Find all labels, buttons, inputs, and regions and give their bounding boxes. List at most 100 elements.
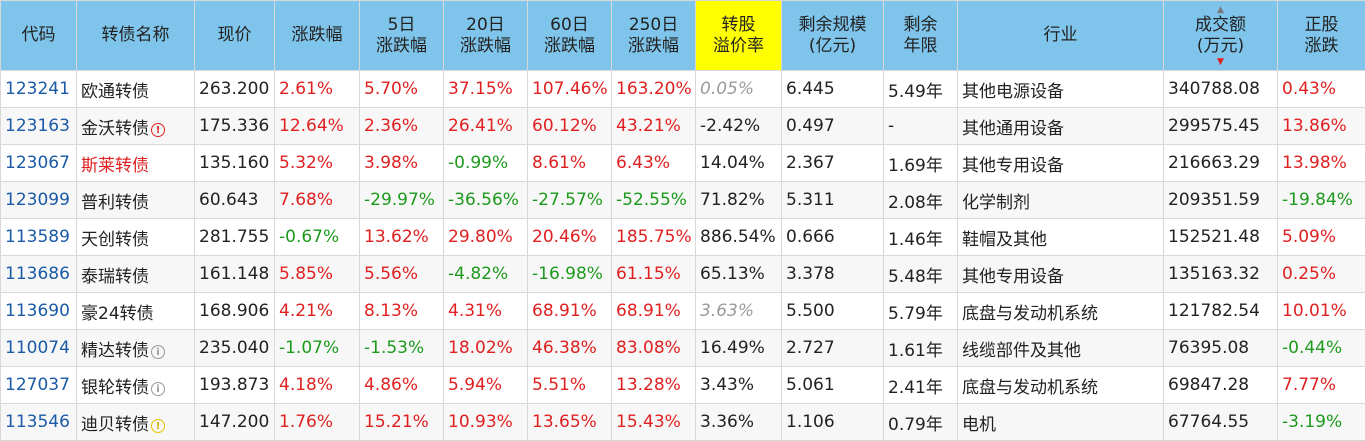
industry-cell-text: 其他通用设备 <box>962 119 1064 139</box>
col-header-code[interactable]: 代码 <box>1 1 77 71</box>
change-20d-cell-text: 18.02% <box>448 338 513 358</box>
industry-cell: 底盘与发动机系统 <box>958 293 1164 330</box>
premium-cell: 16.49% <box>696 330 782 367</box>
col-header-years-line1: 剩余 <box>904 15 938 35</box>
code-cell[interactable]: 113690 <box>1 293 77 330</box>
col-header-price[interactable]: 现价 <box>195 1 275 71</box>
stock-change-cell-text: -3.19% <box>1282 412 1342 432</box>
code-cell[interactable]: 123067 <box>1 145 77 182</box>
change-5d-cell: 5.56% <box>360 256 444 293</box>
change-20d-cell: -36.56% <box>444 182 528 219</box>
change-5d-cell: 8.13% <box>360 293 444 330</box>
col-header-premium-line2: 溢价率 <box>713 36 764 56</box>
col-header-stock-change[interactable]: 正股涨跌 <box>1278 1 1365 71</box>
col-header-turnover[interactable]: ▲ 成交额 (万元) ▼ <box>1164 1 1278 71</box>
code-cell-text: 123099 <box>5 190 70 210</box>
remaining-scale-cell: 6.445 <box>782 71 884 108</box>
code-cell[interactable]: 123163 <box>1 108 77 145</box>
col-header-250d-line2: 涨跌幅 <box>628 36 679 56</box>
col-header-change[interactable]: 涨跌幅 <box>275 1 360 71</box>
col-header-5d-change[interactable]: 5日涨跌幅 <box>360 1 444 71</box>
col-header-scale-line2: (亿元) <box>809 36 856 56</box>
premium-cell: 3.43% <box>696 367 782 404</box>
change-60d-cell-text: 8.61% <box>532 153 586 173</box>
change-cell-text: 2.61% <box>279 79 333 99</box>
bond-name-cell[interactable]: 泰瑞转债 <box>77 256 195 293</box>
bond-name-cell[interactable]: 豪24转债 <box>77 293 195 330</box>
bond-name-cell-text: 天创转债 <box>81 230 149 250</box>
code-cell[interactable]: 113686 <box>1 256 77 293</box>
remaining-years-cell-text: 5.79年 <box>888 304 943 324</box>
info-gray-icon[interactable]: i <box>151 345 165 359</box>
stock-change-cell: 13.86% <box>1278 108 1365 145</box>
change-60d-cell: 107.46% <box>528 71 612 108</box>
code-cell[interactable]: 113546 <box>1 404 77 441</box>
col-header-name[interactable]: 转债名称 <box>77 1 195 71</box>
change-cell-text: 12.64% <box>279 116 344 136</box>
code-cell[interactable]: 127037 <box>1 367 77 404</box>
code-cell[interactable]: 123241 <box>1 71 77 108</box>
code-cell[interactable]: 110074 <box>1 330 77 367</box>
change-5d-cell: 5.70% <box>360 71 444 108</box>
sort-up-icon: ▲ <box>1164 5 1277 15</box>
premium-cell: 3.63% <box>696 293 782 330</box>
stock-change-cell: 0.25% <box>1278 256 1365 293</box>
change-20d-cell-text: 4.31% <box>448 301 502 321</box>
change-250d-cell: 43.21% <box>612 108 696 145</box>
bond-name-cell[interactable]: 金沃转债! <box>77 108 195 145</box>
change-20d-cell: 26.41% <box>444 108 528 145</box>
col-header-conversion-premium[interactable]: 转股溢价率 <box>696 1 782 71</box>
change-5d-cell: 2.36% <box>360 108 444 145</box>
premium-cell-text: -2.42% <box>700 116 760 136</box>
change-60d-cell-text: 68.91% <box>532 301 597 321</box>
premium-cell: -2.42% <box>696 108 782 145</box>
remaining-years-cell: 2.08年 <box>884 182 958 219</box>
col-header-20d-change[interactable]: 20日涨跌幅 <box>444 1 528 71</box>
change-20d-cell-text: 5.94% <box>448 375 502 395</box>
remaining-scale-cell-text: 0.497 <box>786 116 835 136</box>
remaining-years-cell: 5.49年 <box>884 71 958 108</box>
change-20d-cell: 4.31% <box>444 293 528 330</box>
change-60d-cell-text: -27.57% <box>532 190 603 210</box>
col-header-250d-line1: 250日 <box>629 15 678 35</box>
col-header-remaining-years[interactable]: 剩余年限 <box>884 1 958 71</box>
change-20d-cell-text: -4.82% <box>448 264 508 284</box>
col-header-industry[interactable]: 行业 <box>958 1 1164 71</box>
warning-yellow-icon[interactable]: ! <box>151 419 165 433</box>
remaining-scale-cell-text: 5.500 <box>786 301 835 321</box>
price-cell-text: 281.755 <box>199 227 269 247</box>
col-header-250d-change[interactable]: 250日涨跌幅 <box>612 1 696 71</box>
bond-name-cell[interactable]: 迪贝转债! <box>77 404 195 441</box>
bond-name-cell[interactable]: 普利转债 <box>77 182 195 219</box>
price-cell-text: 60.643 <box>199 190 258 210</box>
price-cell-text: 161.148 <box>199 264 269 284</box>
stock-change-cell-text: 10.01% <box>1282 301 1347 321</box>
col-header-remaining-scale[interactable]: 剩余规模(亿元) <box>782 1 884 71</box>
info-gray-icon[interactable]: i <box>151 382 165 396</box>
bond-name-cell[interactable]: 天创转债 <box>77 219 195 256</box>
col-header-5d-line1: 5日 <box>388 15 416 35</box>
col-header-change-label: 涨跌幅 <box>292 25 343 45</box>
code-cell[interactable]: 113589 <box>1 219 77 256</box>
alert-red-icon[interactable]: ! <box>151 123 165 137</box>
bond-name-cell[interactable]: 斯莱转债 <box>77 145 195 182</box>
remaining-scale-cell-text: 2.367 <box>786 153 835 173</box>
col-header-60d-change[interactable]: 60日涨跌幅 <box>528 1 612 71</box>
premium-cell-text: 3.43% <box>700 375 754 395</box>
bond-name-cell[interactable]: 欧通转债 <box>77 71 195 108</box>
change-250d-cell-text: 68.91% <box>616 301 681 321</box>
code-cell[interactable]: 123099 <box>1 182 77 219</box>
code-cell-text: 113690 <box>5 301 70 321</box>
